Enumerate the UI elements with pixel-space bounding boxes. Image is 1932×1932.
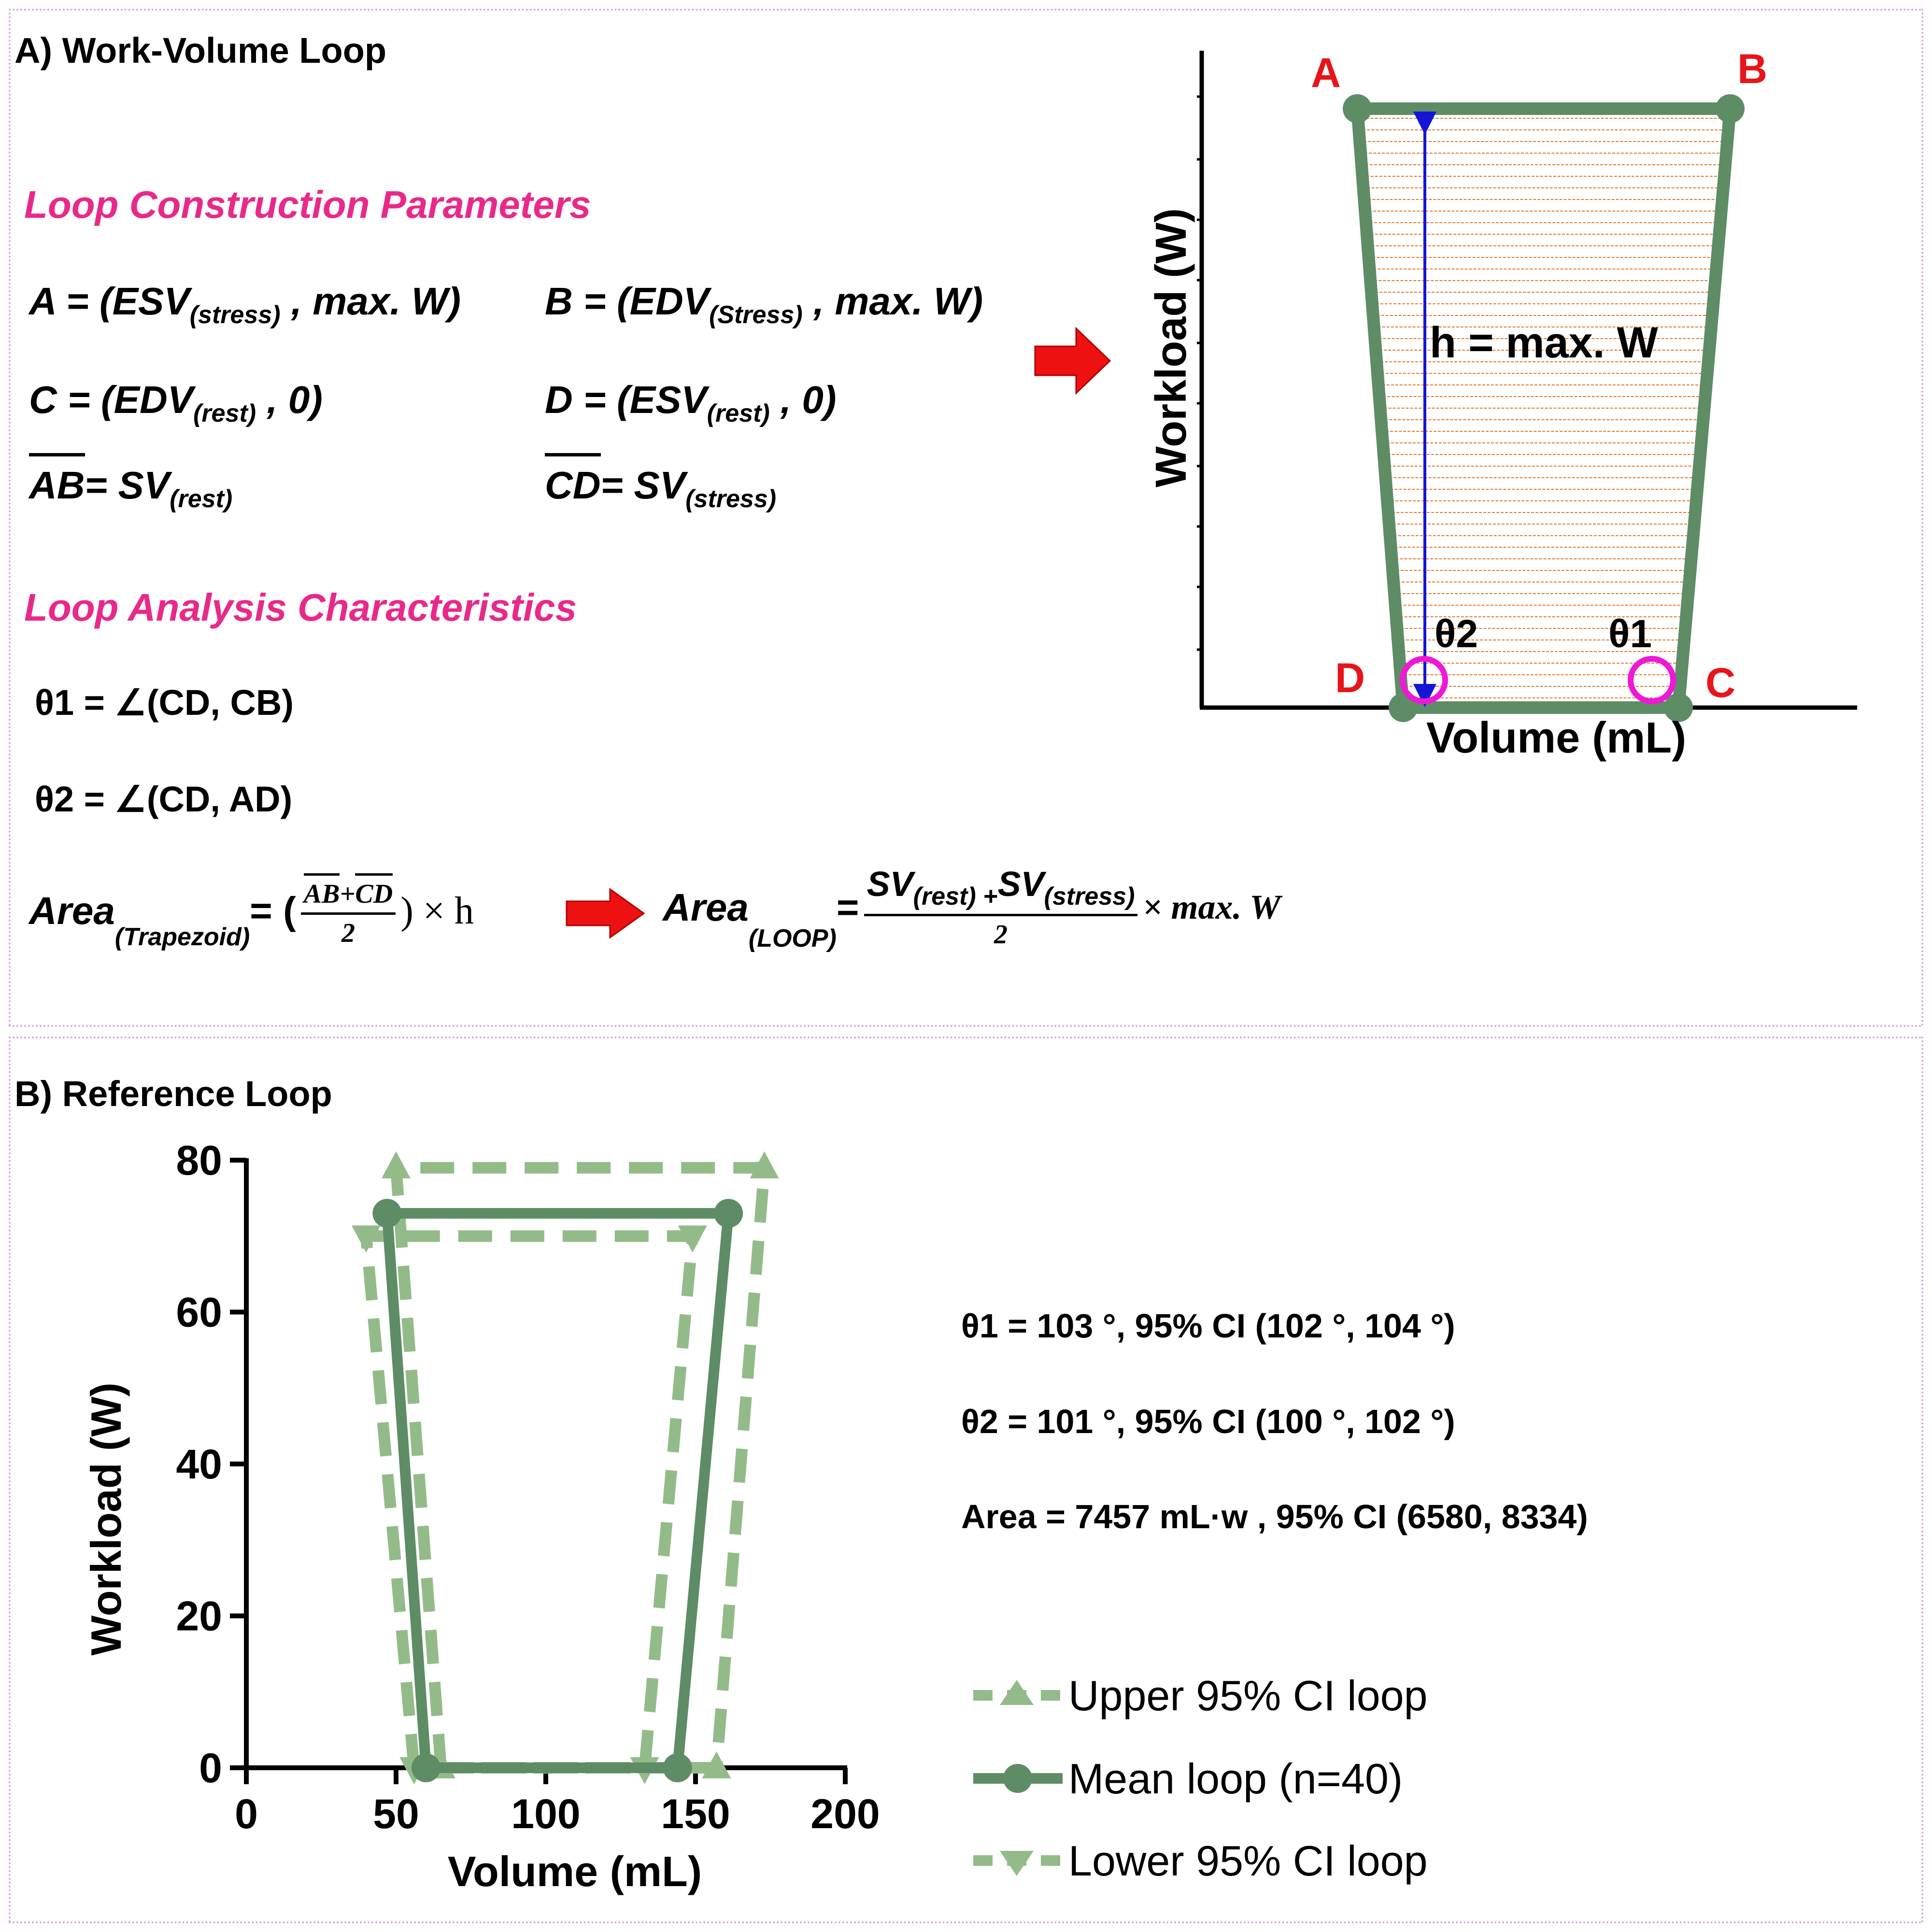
x-tick-label: 50: [373, 1791, 419, 1837]
x-tick-label: 200: [810, 1791, 880, 1837]
area-hatching: [1362, 118, 1726, 698]
panel-b-title: B) Reference Loop: [14, 1074, 332, 1114]
height-label: h = max. W: [1430, 319, 1658, 367]
area-statistic: Area = 7457 mL·w , 95% CI (6580, 8334): [961, 1498, 1588, 1535]
theta1-label: θ1: [1608, 612, 1652, 656]
construction-heading: Loop Construction Parameters: [24, 183, 591, 226]
legend-mean-swatch: [973, 1764, 1063, 1793]
equation-segment-cd: CD= SV(stress): [545, 453, 776, 513]
vertex-d-point: [1389, 693, 1418, 722]
chart-legend: Upper 95% CI loop Mean loop (n=40) Lower…: [966, 1662, 1497, 1885]
work-volume-loop-diagram: A B C D h = max. W θ2 θ1 Volume (mL) Wor…: [1147, 46, 1857, 762]
vertex-b-label: B: [1737, 46, 1767, 92]
equation-vertex-b: B = (EDV(Stress) , max. W): [545, 280, 983, 329]
equation-vertex-d: D = (ESV(rest) , 0): [545, 378, 837, 427]
chart-y-axis-label: Workload (W): [82, 1382, 130, 1655]
mean-loop-point: [663, 1753, 692, 1782]
x-tick-label: 150: [661, 1791, 730, 1837]
diagram-x-axis-label: Volume (mL): [1426, 714, 1686, 762]
upper-ci-point: [382, 1151, 411, 1179]
vertex-a-label: A: [1311, 50, 1341, 96]
lower-ci-point: [352, 1225, 381, 1253]
vertex-c-point: [1664, 693, 1693, 722]
theta2-statistic: θ2 = 101 °, 95% CI (100 °, 102 °): [961, 1403, 1455, 1440]
y-axis-ticks: [1197, 95, 1202, 651]
theta1-definition: θ1 = ∠(CD, CB): [35, 682, 294, 723]
mean-loop-point: [372, 1199, 402, 1228]
vertex-b-point: [1716, 94, 1745, 123]
equation-vertex-c: C = (EDV(rest) , 0): [29, 378, 323, 427]
y-tick-label: 0: [199, 1745, 222, 1791]
lower-ci-point: [678, 1225, 707, 1253]
x-tick-label: 0: [235, 1791, 258, 1837]
reference-loop-chart: 0 50 100 150 200 0 20 40 60 80 Volume (mL) Worklo…: [82, 1137, 880, 1895]
legend-upper-ci-label: Upper 95% CI loop: [1068, 1672, 1428, 1719]
legend-lower-ci-label: Lower 95% CI loop: [1068, 1837, 1428, 1885]
y-tick-label: 40: [176, 1441, 222, 1488]
theta1-statistic: θ1 = 103 °, 95% CI (102 °, 104 °): [961, 1307, 1455, 1345]
vertex-a-point: [1343, 94, 1372, 123]
legend-lower-ci-swatch: [973, 1851, 1063, 1876]
series-line-triangle-down: [360, 1230, 698, 1774]
equation-segment-ab: AB= SV(rest): [29, 453, 232, 513]
y-tick-label: 80: [176, 1137, 222, 1184]
legend-upper-ci-swatch: [973, 1680, 1063, 1705]
x-tick-label: 100: [511, 1791, 581, 1837]
mean-loop-point: [714, 1199, 743, 1228]
vertex-d-label: D: [1335, 655, 1365, 701]
vertex-c-label: C: [1705, 660, 1735, 706]
panel-a-title: A) Work-Volume Loop: [14, 30, 387, 71]
analysis-heading: Loop Analysis Characteristics: [24, 586, 577, 629]
theta2-label: θ2: [1435, 612, 1478, 656]
upper-ci-point: [750, 1151, 779, 1179]
upper-ci-point: [702, 1751, 731, 1778]
trapezoid-loop: [1351, 102, 1736, 714]
area-implies-arrow: [566, 888, 645, 939]
diagram-y-axis-label: Workload (W): [1147, 208, 1195, 487]
y-tick-label: 60: [176, 1290, 222, 1336]
theta2-angle-marker: [1400, 656, 1448, 704]
legend-mean-label: Mean loop (n=40): [1068, 1755, 1403, 1803]
y-tick-label: 20: [176, 1593, 222, 1640]
construction-to-diagram-arrow: [1034, 327, 1111, 395]
theta1-angle-marker: [1628, 656, 1676, 704]
chart-x-axis-label: Volume (mL): [448, 1847, 702, 1895]
equation-vertex-a: A = (ESV(stress) , max. W): [29, 280, 461, 329]
area-loop-formula: Area (LOOP) = SV(rest) +SV(stress) 2 × ma…: [663, 865, 1281, 952]
area-trapezoid-formula: Area (Trapezoid) = ( AB+CD 2 ) × h: [29, 873, 474, 951]
panel-work-volume-loop: [9, 9, 1923, 1027]
theta2-definition: θ2 = ∠(CD, AD): [35, 779, 293, 819]
panel-reference-loop: [9, 1037, 1923, 1923]
mean-loop-point: [412, 1753, 440, 1782]
